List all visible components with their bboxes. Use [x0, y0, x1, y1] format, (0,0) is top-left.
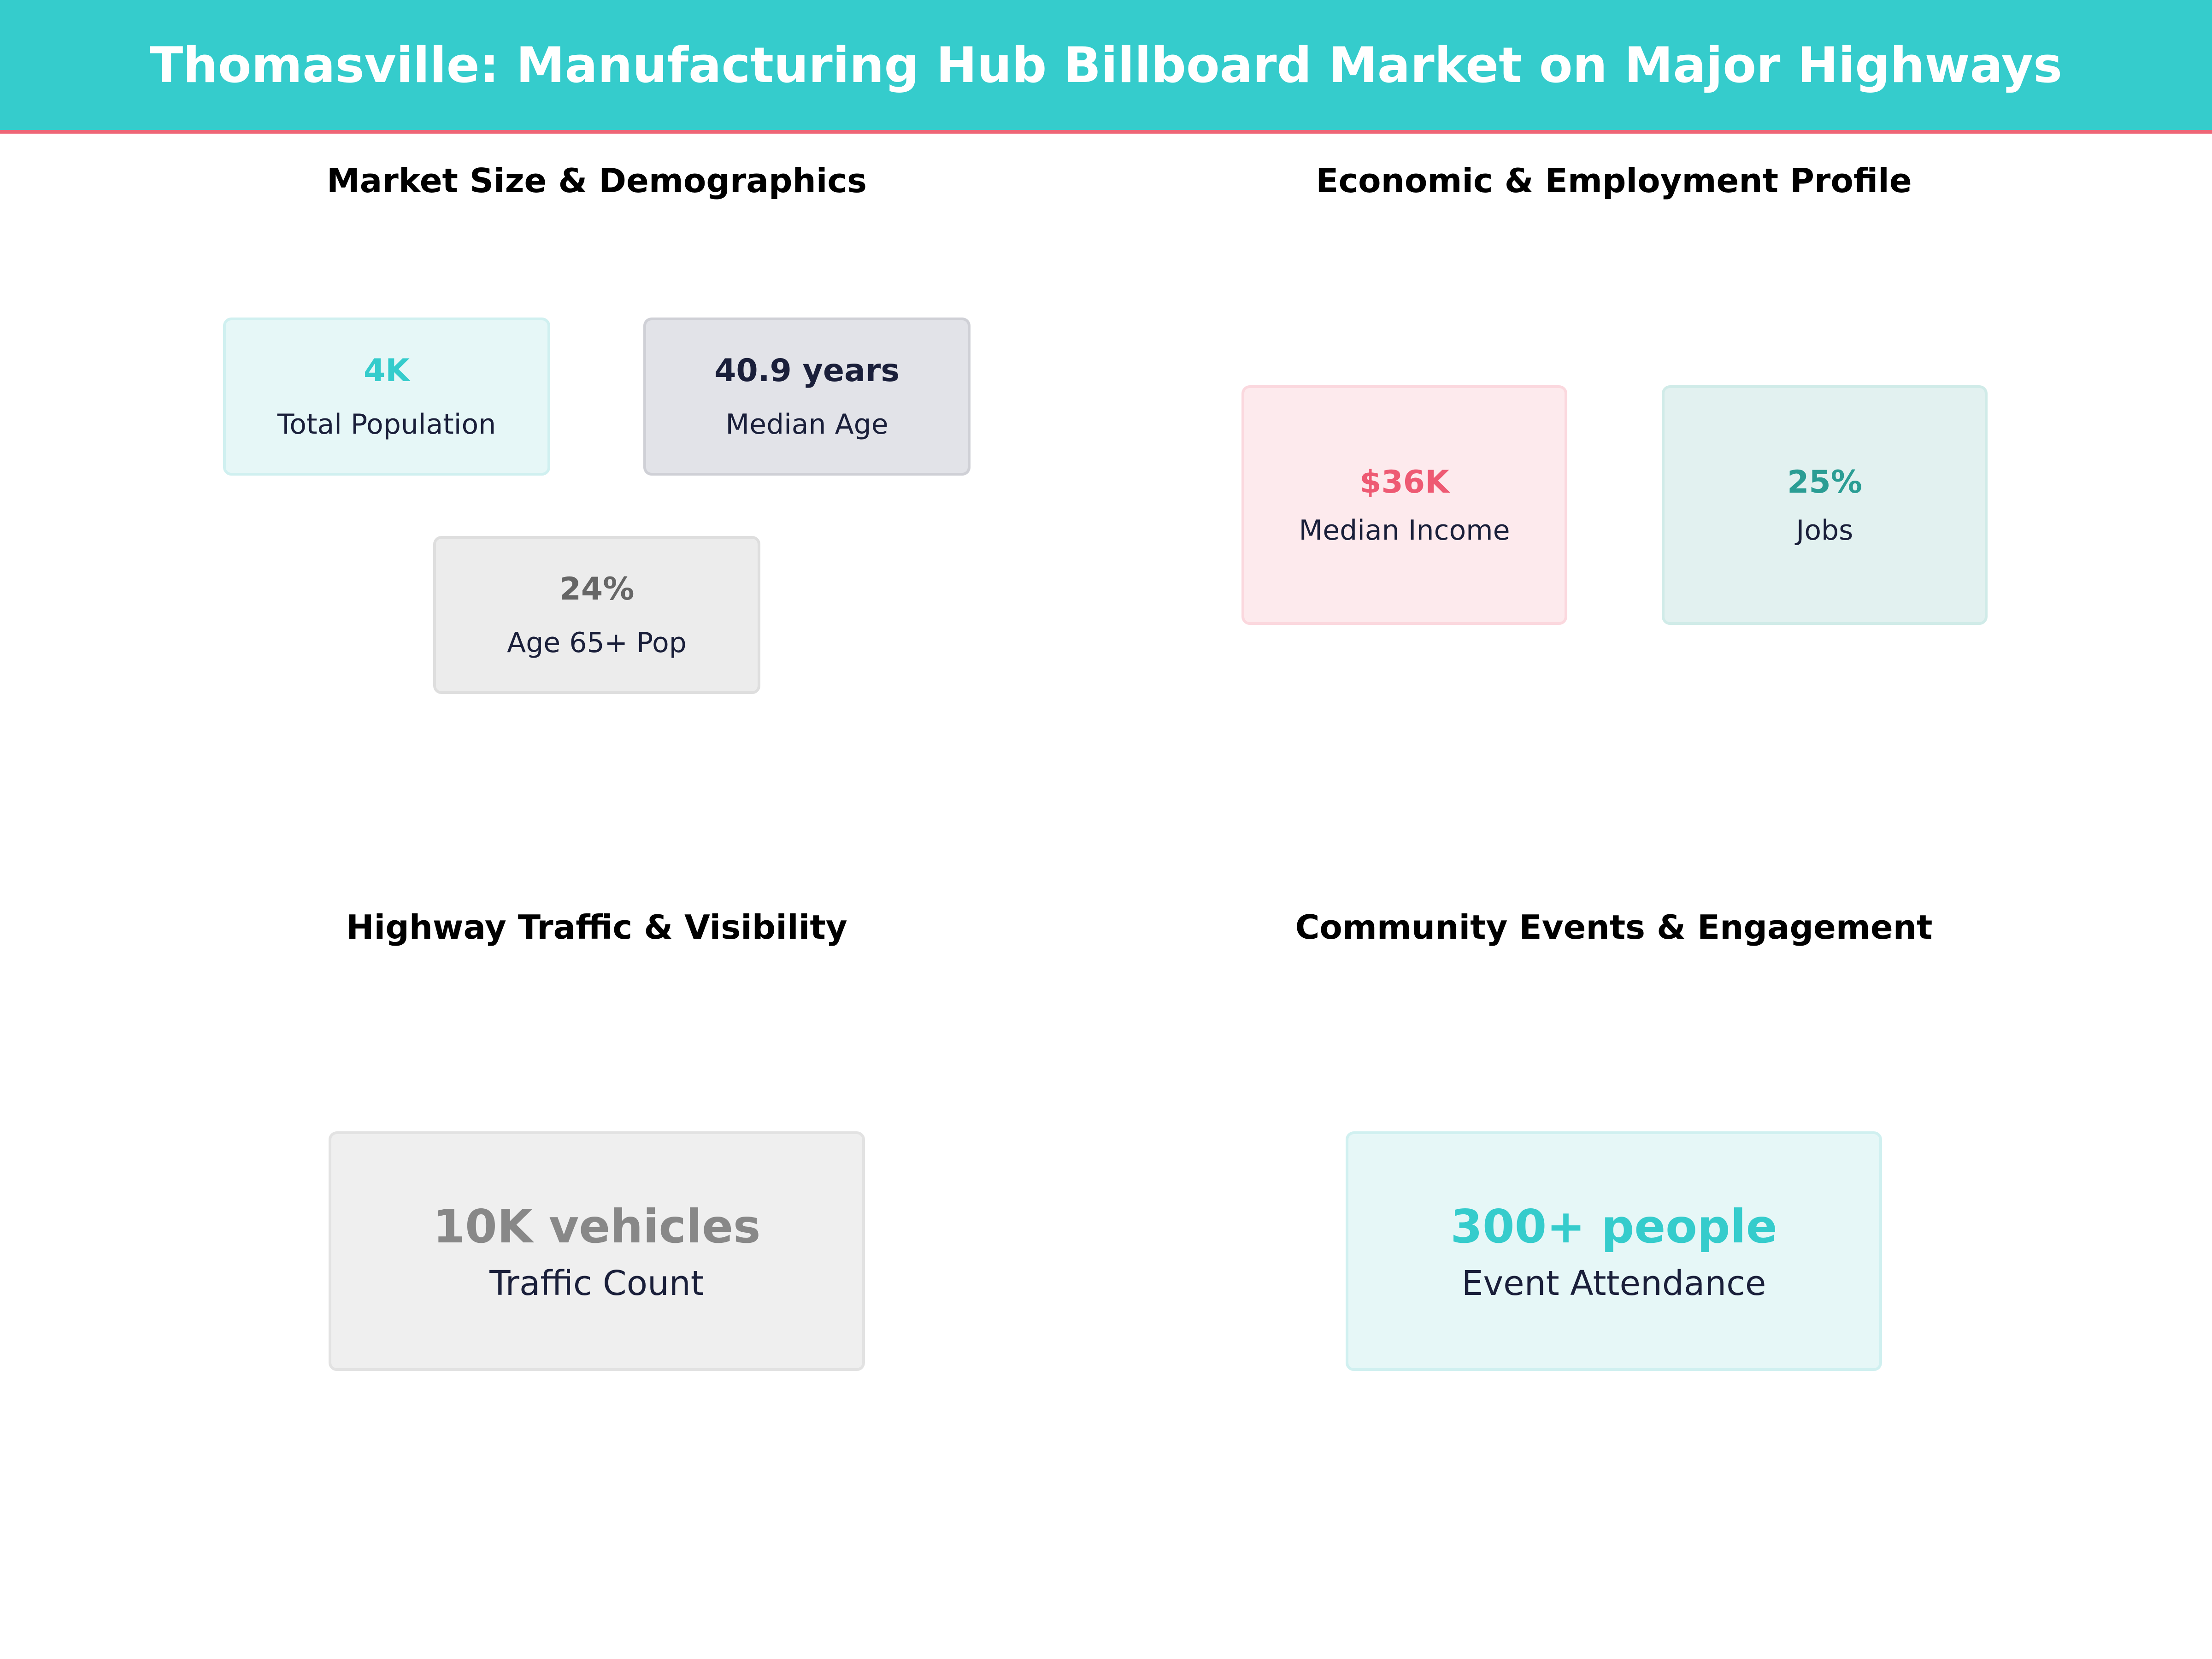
page-title: Thomasville: Manufacturing Hub Billboard…	[149, 36, 2063, 94]
card-total-population: 4K Total Population	[223, 318, 550, 476]
metric-value: 25%	[1787, 464, 1862, 500]
metric-value: 24%	[559, 571, 635, 607]
section-title-traffic: Highway Traffic & Visibility	[346, 908, 847, 947]
metric-value: 10K vehicles	[433, 1199, 761, 1253]
metric-value: 4K	[363, 353, 410, 389]
section-title-market: Market Size & Demographics	[327, 161, 867, 200]
metric-label: Median Income	[1299, 514, 1510, 547]
card-jobs: 25% Jobs	[1662, 385, 1988, 625]
metric-value: $36K	[1359, 464, 1449, 500]
metric-label: Median Age	[725, 408, 888, 441]
metric-value: 40.9 years	[714, 353, 900, 389]
metric-label: Event Attendance	[1461, 1263, 1766, 1303]
card-age-65-plus: 24% Age 65+ Pop	[433, 536, 760, 694]
section-title-community: Community Events & Engagement	[1295, 908, 1933, 947]
card-median-age: 40.9 years Median Age	[643, 318, 971, 476]
header-banner: Thomasville: Manufacturing Hub Billboard…	[0, 0, 2212, 134]
metric-label: Total Population	[277, 408, 496, 441]
section-title-economic: Economic & Employment Profile	[1316, 161, 1912, 200]
metric-label: Traffic Count	[489, 1263, 704, 1303]
metric-value: 300+ people	[1450, 1199, 1777, 1253]
card-event-attendance: 300+ people Event Attendance	[1346, 1131, 1882, 1371]
card-traffic-count: 10K vehicles Traffic Count	[329, 1131, 865, 1371]
card-median-income: $36K Median Income	[1241, 385, 1567, 625]
metric-label: Age 65+ Pop	[507, 627, 687, 659]
metric-label: Jobs	[1796, 514, 1853, 547]
